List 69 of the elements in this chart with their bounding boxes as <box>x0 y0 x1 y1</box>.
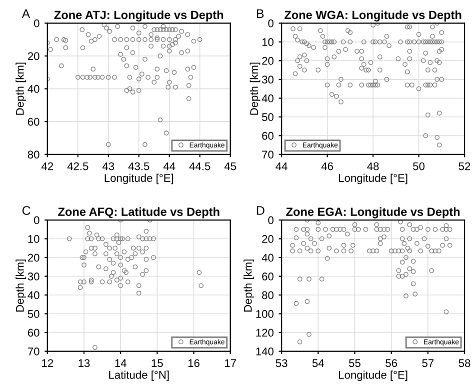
y-tick-label: 60 <box>262 272 274 280</box>
y-tick-label: 100 <box>256 310 274 318</box>
x-axis-title: Longitude [°E] <box>338 174 408 184</box>
y-tick-label: 0 <box>34 216 40 224</box>
x-tick-label: 44 <box>276 162 288 170</box>
chart-title: Zone AFQ: Latitude vs Depth <box>58 207 220 218</box>
y-axis-title: Depth [km] <box>244 260 254 312</box>
x-tick-label: 13 <box>78 359 90 368</box>
y-tick-label: 40 <box>28 85 40 93</box>
x-tick-label: 42.5 <box>67 162 88 170</box>
x-tick-label: 42 <box>41 162 54 170</box>
x-tick-label: 15 <box>152 359 163 368</box>
text: B <box>256 9 264 18</box>
y-tick-label: 0 <box>34 19 40 28</box>
y-tick-label: 70 <box>262 150 274 159</box>
y-tick-label: 40 <box>262 94 274 102</box>
y-tick-label: 80 <box>28 150 40 159</box>
y-tick-label: 40 <box>28 291 40 300</box>
y-tick-label: 60 <box>28 328 40 337</box>
x-axis-title: Latitude [°N] <box>109 370 169 382</box>
y-tick-label: 140 <box>256 348 274 356</box>
x-tick-label: 52 <box>458 162 470 170</box>
x-tick-label: 45 <box>224 162 236 170</box>
x-tick-label: 54 <box>312 359 324 368</box>
x-tick-label: 46 <box>321 162 333 170</box>
y-tick-label: 10 <box>28 235 40 243</box>
chart-title: Zone EGA: Longitude vs Depth <box>286 207 460 218</box>
x-tick-label: 55 <box>349 359 360 368</box>
y-tick-label: 20 <box>28 254 40 262</box>
y-tick-label: 70 <box>28 348 40 356</box>
y-tick-label: 80 <box>262 291 274 300</box>
x-tick-label: 17 <box>225 359 236 367</box>
x-axis-title: Longitude [°E] <box>104 174 174 184</box>
x-tick-label: 44 <box>163 162 176 170</box>
y-axis-title: Depth [km] <box>250 62 260 115</box>
x-tick-label: 16 <box>188 359 200 368</box>
text: C <box>22 206 30 215</box>
x-tick-label: 14 <box>115 359 126 367</box>
y-tick-label: 30 <box>28 272 40 280</box>
y-tick-label: 40 <box>262 254 274 262</box>
x-tick-label: 43.5 <box>128 162 150 170</box>
y-axis-title: Depth [km] <box>16 260 26 312</box>
y-tick-label: 50 <box>28 310 40 318</box>
x-tick-label: 48 <box>367 162 379 170</box>
x-tick-label: 43 <box>102 162 114 170</box>
y-tick-label: 50 <box>262 113 274 122</box>
x-tick-label: 56 <box>386 359 398 368</box>
y-tick-label: 10 <box>262 38 274 46</box>
x-tick-label: 44.5 <box>189 162 210 170</box>
chart-title: Zone ATJ: Longitude vs Depth <box>54 10 224 22</box>
y-tick-label: 60 <box>28 118 40 126</box>
x-tick-label: 58 <box>458 359 470 368</box>
y-tick-label: 60 <box>262 132 274 140</box>
x-tick-label: 53 <box>276 359 288 368</box>
x-tick-label: 50 <box>413 162 425 170</box>
x-tick-label: 12 <box>42 359 54 367</box>
y-tick-label: 0 <box>268 19 274 28</box>
text: A <box>22 9 30 18</box>
y-tick-label: 120 <box>256 328 274 337</box>
y-tick-label: 30 <box>262 76 274 84</box>
y-tick-label: 20 <box>262 235 274 243</box>
chart-title: Zone WGA: Longitude vs Depth <box>284 10 462 22</box>
x-axis-title: Longitude [°E] <box>338 370 408 382</box>
y-tick-label: 20 <box>28 52 40 60</box>
text: D <box>256 206 264 215</box>
y-tick-label: 20 <box>262 56 274 65</box>
x-tick-label: 57 <box>422 359 434 368</box>
y-axis-title: Depth [km] <box>16 62 26 115</box>
y-tick-label: 0 <box>268 216 274 224</box>
